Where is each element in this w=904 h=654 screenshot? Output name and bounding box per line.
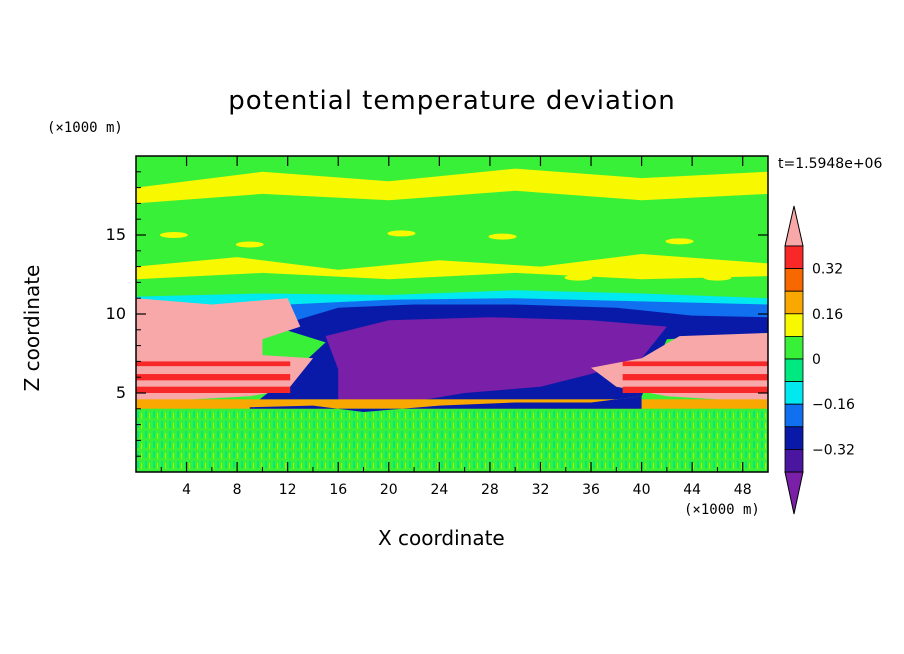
warm-stripe-right xyxy=(622,374,768,381)
warm-streak xyxy=(159,232,188,238)
x-tick-label: 16 xyxy=(329,482,347,498)
y-tick-label: 10 xyxy=(106,304,126,323)
colorbar-box xyxy=(784,290,804,315)
colorbar-label: 0.32 xyxy=(812,262,843,278)
warm-stripe-left xyxy=(136,386,291,393)
colorbar-label: −0.16 xyxy=(812,397,855,413)
x-tick-label: 12 xyxy=(279,482,297,498)
colorbar-box xyxy=(784,313,804,337)
warm-band-right xyxy=(591,333,768,403)
boundary-layer xyxy=(136,408,768,472)
y-tick-label: 15 xyxy=(106,225,126,244)
x-tick-label: 40 xyxy=(633,482,651,498)
time-label: t=1.5948e+06 xyxy=(778,156,883,172)
colorbar: 0.32 0.16 0 −0.16 −0.32 xyxy=(784,205,855,515)
x-axis-title: X coordinate xyxy=(378,526,505,550)
warm-streak xyxy=(387,230,416,237)
warm-streak xyxy=(248,265,277,272)
colorbar-box xyxy=(784,245,804,270)
colorbar-label: 0 xyxy=(812,352,821,368)
x-tick-label: 32 xyxy=(532,482,550,498)
colorbar-max-arrow xyxy=(784,205,804,247)
colorbar-box xyxy=(784,381,804,405)
chart-title: potential temperature deviation xyxy=(228,86,676,116)
colorbar-label: −0.32 xyxy=(812,442,855,458)
x-tick-label: 48 xyxy=(734,482,752,498)
cold-anomaly-bottom xyxy=(249,396,642,412)
warm-stripe-right xyxy=(622,361,768,367)
boundary-top-band xyxy=(136,399,768,409)
x-tick-label: 36 xyxy=(582,482,600,498)
upper-band xyxy=(136,254,768,280)
colorbar-box xyxy=(784,268,804,292)
x-tick-label: 28 xyxy=(481,482,499,498)
x-tick-label: 24 xyxy=(430,482,448,498)
x-tick-label: 20 xyxy=(380,482,398,498)
colorbar-min-arrow xyxy=(784,471,804,515)
y-tick-label: 5 xyxy=(116,383,126,402)
warm-stripe-right xyxy=(622,386,768,393)
warm-streak xyxy=(665,238,694,245)
warm-streak xyxy=(564,274,593,281)
colorbar-box xyxy=(784,448,804,473)
x-axis-unit: (×1000 m) xyxy=(684,502,760,518)
x-tick-label: 8 xyxy=(233,482,242,498)
colorbar-box xyxy=(784,335,804,360)
warm-streak xyxy=(703,274,732,281)
colorbar-box xyxy=(784,403,804,428)
colorbar-label: 0.16 xyxy=(812,307,843,323)
warm-streak xyxy=(235,241,264,248)
colorbar-box xyxy=(784,358,804,383)
x-tick-label: 4 xyxy=(182,482,191,498)
warm-stripe-left xyxy=(136,361,291,367)
x-tick-label: 44 xyxy=(683,482,701,498)
upper-band-top xyxy=(136,168,768,204)
z-axis-unit: (×1000 m) xyxy=(47,120,123,136)
cold-anomaly-core xyxy=(325,317,667,406)
colorbar-box xyxy=(784,426,804,450)
warm-stripe-left xyxy=(136,374,291,381)
warm-streak xyxy=(488,233,517,240)
